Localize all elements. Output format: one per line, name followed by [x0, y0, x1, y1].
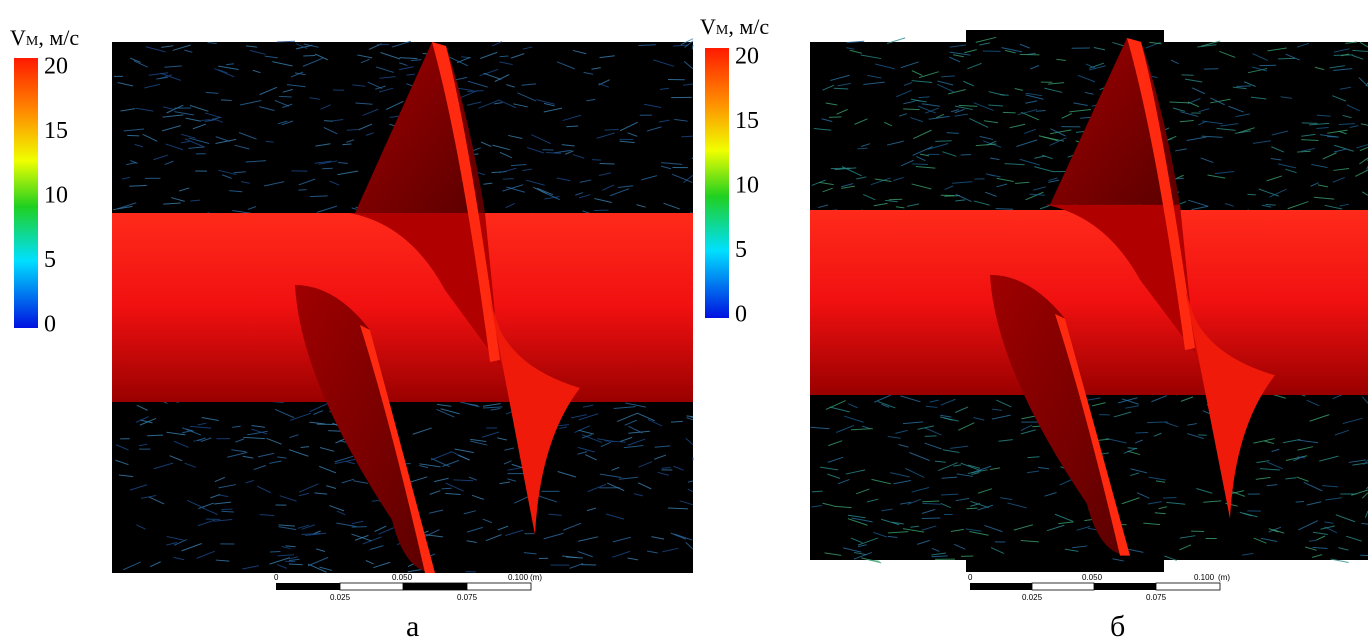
colorbar-tick-label: 10 [735, 173, 759, 199]
flow-vector [298, 190, 306, 191]
flow-vector [303, 56, 315, 57]
flow-vector [1278, 58, 1295, 59]
flow-vector [277, 41, 295, 42]
scale-label: 0.025 [1022, 593, 1043, 602]
flow-vector [147, 435, 163, 436]
flow-vector [967, 508, 978, 509]
flow-vector [500, 56, 509, 57]
colorbar-tick-label: 0 [44, 312, 56, 338]
flow-vector [324, 121, 333, 122]
flow-vector [935, 141, 951, 142]
scale-label: 0.075 [457, 593, 478, 602]
colorbar-tick-label: 20 [44, 54, 68, 80]
scale-label: 0 [274, 573, 279, 582]
flow-vector [270, 552, 280, 553]
flow-vector [1302, 123, 1318, 124]
flow-vector [1147, 422, 1168, 423]
colorbar-tick-label: 10 [44, 183, 68, 209]
flow-vector [1003, 112, 1016, 113]
flow-vector [857, 148, 867, 149]
flow-vector [442, 488, 452, 489]
flow-vector [1237, 86, 1251, 87]
shaft [810, 210, 1368, 395]
colorbar-tick-label: 15 [44, 118, 68, 144]
scale-label: 0.050 [392, 573, 413, 582]
flow-vector [347, 130, 358, 131]
colorbar-ticks: 20 15 10 5 0 [735, 44, 759, 328]
flow-vector [221, 100, 232, 101]
colorbar-title: VM, м/с [10, 25, 79, 50]
flow-vector [996, 209, 1013, 210]
shaft [112, 213, 693, 402]
colorbar [705, 48, 729, 318]
colorbar-tick-label: 5 [44, 247, 56, 273]
flow-vector [352, 527, 367, 528]
scale-bar [340, 583, 403, 590]
scale-bar [1094, 583, 1156, 590]
flow-vector [1020, 54, 1040, 55]
flow-vector [912, 164, 928, 165]
colorbar-ticks: 20 15 10 5 0 [44, 54, 68, 338]
flow-vector [342, 144, 351, 145]
scale-label: 0 [968, 573, 973, 582]
flow-vector [1296, 502, 1304, 503]
scale-label: 0.075 [1146, 593, 1167, 602]
scale-bar [1156, 583, 1220, 590]
colorbar-title: VM, м/с [700, 14, 769, 39]
scale-label: 0.050 [1082, 573, 1103, 582]
scale-label: (m) [530, 573, 542, 582]
scale-bar [970, 583, 1032, 590]
flow-vector [322, 168, 332, 169]
colorbar-tick-label: 0 [735, 302, 747, 328]
scale-label: (m) [1218, 573, 1230, 582]
figure: VM, м/с 20 15 10 5 0 0 0.050 0.100 (m) 0.025… [0, 0, 1368, 643]
panel-a: VM, м/с 20 15 10 5 0 0 0.050 0.100 (m) 0.025… [10, 25, 693, 643]
flow-vector [889, 199, 902, 200]
scale-bar [1032, 583, 1094, 590]
scale-label: 0.100 [1194, 573, 1215, 582]
flow-vector [221, 511, 233, 512]
flow-vector [922, 518, 941, 519]
colorbar-tick-label: 5 [735, 237, 747, 263]
colorbar-tick-label: 20 [735, 44, 759, 70]
scale-bar [467, 583, 531, 590]
panel-label: б [1110, 610, 1125, 643]
flow-vector [600, 163, 615, 164]
flow-field [966, 558, 1164, 572]
panel-label: а [406, 610, 419, 643]
flow-vector [310, 196, 328, 197]
scale-label: 0.025 [330, 593, 351, 602]
flow-vector [681, 136, 693, 137]
colorbar-tick-label: 15 [735, 108, 759, 134]
scale-label: 0.100 [508, 573, 529, 582]
panel-b: VM, м/с 20 15 10 5 0 0 0.050 0.100 (m) 0.025… [700, 14, 1368, 643]
colorbar [14, 58, 38, 328]
scale-bar [403, 583, 467, 590]
